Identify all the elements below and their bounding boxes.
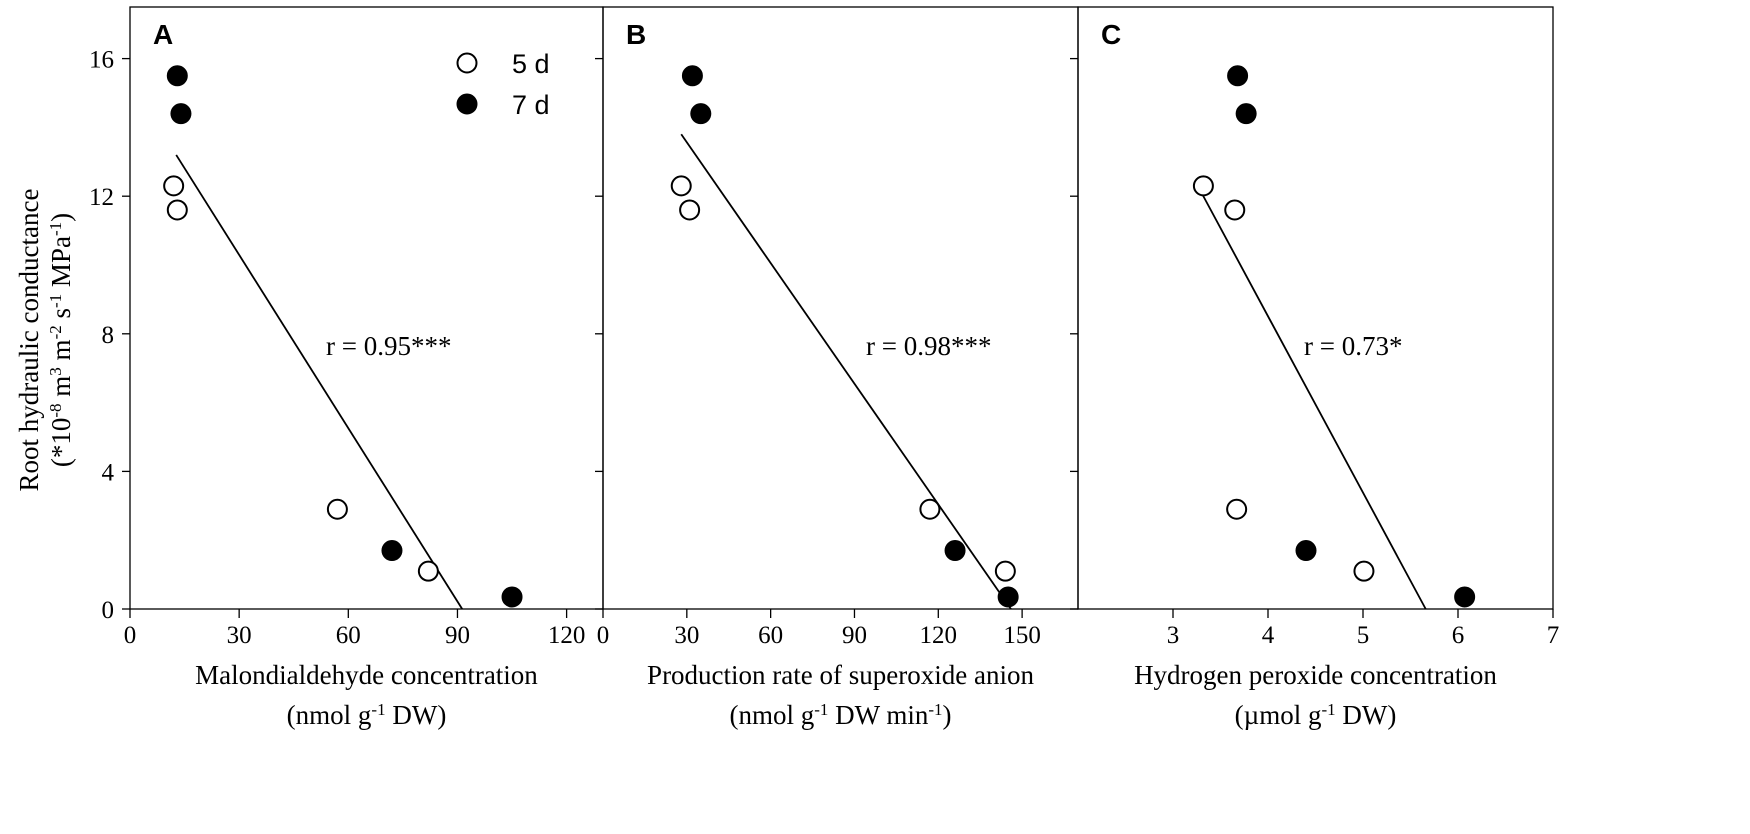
x-axis-title-line1: Production rate of superoxide anion xyxy=(647,660,1034,690)
y-axis-unit-prefix: (*10 xyxy=(46,418,76,468)
legend-marker-open-circle xyxy=(456,52,478,74)
x-tick-label: 60 xyxy=(758,622,783,649)
regression-line xyxy=(175,154,463,610)
x-tick-label: 0 xyxy=(124,622,137,649)
panel-a: A 0 30 60 90 120 0 4 8 12 16 r = 0.95*** Malondialde… xyxy=(89,6,604,731)
data-point-7d xyxy=(690,103,712,125)
data-point-5d xyxy=(1226,498,1248,520)
data-point-7d xyxy=(944,540,966,562)
x-axis-unit-part: DW) xyxy=(1336,700,1397,730)
y-axis-unit-suffix: ) xyxy=(46,213,76,222)
y-axis-unit-part: m xyxy=(46,339,76,367)
data-point-7d xyxy=(381,540,403,562)
panel-letter: C xyxy=(1101,19,1121,50)
x-tick-label: 90 xyxy=(445,622,470,649)
y-axis-unit-exp: -1 xyxy=(46,222,65,236)
data-point-5d xyxy=(163,175,185,197)
plot-frame xyxy=(602,6,1079,610)
data-point-5d xyxy=(326,498,348,520)
y-tick-label: 12 xyxy=(89,184,114,211)
regression-line xyxy=(680,133,1012,610)
y-tick-label: 0 xyxy=(102,597,115,624)
y-axis-unit-part: s xyxy=(46,308,76,325)
legend: 5 d 7 d xyxy=(456,49,550,120)
data-point-7d xyxy=(681,65,703,87)
data-point-5d xyxy=(1192,175,1214,197)
x-tick-label: 7 xyxy=(1547,622,1560,649)
data-point-5d xyxy=(919,498,941,520)
y-axis-unit-exp: -8 xyxy=(46,403,65,417)
data-point-5d xyxy=(679,199,701,221)
x-axis-title-line1: Malondialdehyde concentration xyxy=(195,660,538,690)
data-point-7d xyxy=(997,586,1019,608)
x-axis-unit-part: DW) xyxy=(386,700,447,730)
x-axis-title-line2: (nmol g-1 DW min-1) xyxy=(729,700,951,731)
x-axis-unit-part: ) xyxy=(943,700,952,730)
data-point-7d xyxy=(170,103,192,125)
panel-b: B 0 30 60 90 120 150 r = 0.98*** Production rate… xyxy=(595,6,1079,731)
y-axis-unit-exp: -1 xyxy=(46,294,65,308)
x-tick-label: 30 xyxy=(674,622,699,649)
data-point-5d xyxy=(994,560,1016,582)
data-point-5d xyxy=(166,199,188,221)
regression-line xyxy=(1200,192,1427,610)
x-tick-label: 120 xyxy=(920,622,958,649)
x-tick-label: 30 xyxy=(227,622,252,649)
y-axis-unit-part: MPa xyxy=(46,236,76,294)
correlation-annotation: r = 0.98*** xyxy=(866,331,991,361)
data-point-7d xyxy=(1235,103,1257,125)
y-axis-unit-part: m xyxy=(46,376,76,404)
panel-letter: A xyxy=(153,19,173,50)
x-tick-label: 6 xyxy=(1452,622,1465,649)
x-axis-title-line1: Hydrogen peroxide concentration xyxy=(1134,660,1497,690)
x-axis-unit-exp: -1 xyxy=(928,700,942,719)
x-tick-label: 90 xyxy=(842,622,867,649)
legend-marker-filled-circle xyxy=(456,93,478,115)
data-point-7d xyxy=(166,65,188,87)
legend-label-5d: 5 d xyxy=(512,49,550,79)
x-axis-unit-exp: -1 xyxy=(1321,700,1335,719)
x-axis-unit-part: (µmol g xyxy=(1235,700,1322,730)
data-point-7d xyxy=(501,586,523,608)
panel-letter: B xyxy=(626,19,646,50)
x-tick-label: 60 xyxy=(336,622,361,649)
plot-frame xyxy=(1077,6,1554,610)
data-point-5d xyxy=(1353,560,1375,582)
correlation-annotation: r = 0.95*** xyxy=(326,331,451,361)
y-axis-title-line2: (*10-8 m3 m-2 s-1 MPa-1) xyxy=(46,213,77,467)
x-axis-unit-exp: -1 xyxy=(814,700,828,719)
data-point-7d xyxy=(1227,65,1249,87)
y-axis-title: Root hydraulic conductance (*10-8 m3 m-2… xyxy=(14,189,76,492)
x-tick-label: 120 xyxy=(548,622,586,649)
x-tick-label: 3 xyxy=(1167,622,1180,649)
data-point-7d xyxy=(1454,586,1476,608)
data-point-5d xyxy=(417,560,439,582)
y-axis-unit-exp: -2 xyxy=(46,325,65,339)
y-tick-label: 16 xyxy=(89,47,114,74)
correlation-annotation: r = 0.73* xyxy=(1304,331,1402,361)
panel-c: C 3 4 5 6 7 r = 0.73* Hydrogen peroxide concent… xyxy=(1070,6,1560,731)
x-axis-unit-part: (nmol g xyxy=(287,700,372,730)
y-tick-label: 4 xyxy=(102,459,115,486)
x-axis-title-line2: (nmol g-1 DW) xyxy=(287,700,447,731)
x-tick-label: 5 xyxy=(1357,622,1370,649)
legend-label-7d: 7 d xyxy=(512,90,550,120)
x-axis-unit-exp: -1 xyxy=(371,700,385,719)
data-point-7d xyxy=(1295,540,1317,562)
x-axis-unit-part: (nmol g xyxy=(729,700,814,730)
data-point-5d xyxy=(1224,199,1246,221)
y-axis-title-line1: Root hydraulic conductance xyxy=(14,189,44,492)
x-axis-unit-part: DW min xyxy=(828,700,928,730)
x-tick-label: 150 xyxy=(1003,622,1041,649)
y-tick-label: 8 xyxy=(102,322,115,349)
x-tick-label: 4 xyxy=(1262,622,1275,649)
x-tick-label: 0 xyxy=(597,622,610,649)
data-point-5d xyxy=(670,175,692,197)
x-axis-title-line2: (µmol g-1 DW) xyxy=(1235,700,1397,731)
y-axis-unit-exp: 3 xyxy=(46,367,65,376)
